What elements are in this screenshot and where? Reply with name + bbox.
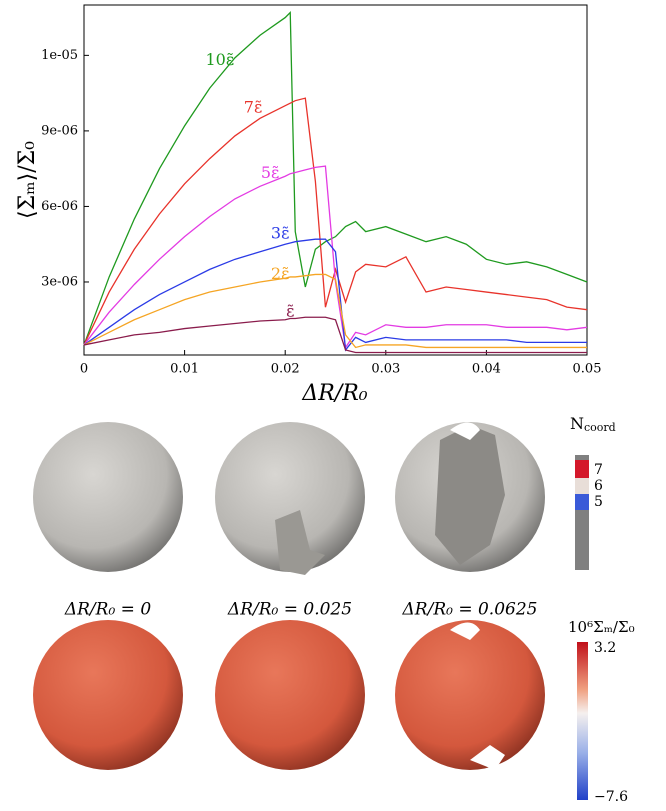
series-label: ε̃ (286, 302, 294, 321)
plot-frame (83, 4, 588, 356)
series-label: 7ε̃ (244, 98, 262, 117)
series-line (83, 11, 588, 346)
colorbar-tick: 7 (594, 462, 603, 478)
y-axis-label: ⟨Σₘ⟩/Σ₀ (15, 141, 40, 219)
x-tick-label: 0 (80, 362, 88, 377)
series-line (83, 316, 587, 354)
series-label: 3ε̃ (271, 224, 289, 243)
x-tick-label: 0.02 (271, 362, 300, 377)
caption: ΔR/R₀ = 0 (64, 600, 151, 620)
sphere (215, 620, 365, 770)
y-tick-label: 6e-06 (41, 199, 78, 214)
series-label: 2ε̃ (271, 264, 289, 283)
caption: ΔR/R₀ = 0.0625 (402, 600, 538, 620)
sphere (215, 422, 365, 572)
x-tick-label: 0.04 (472, 362, 501, 377)
sphere (395, 620, 545, 770)
series-line (83, 97, 588, 346)
colorbar-band (575, 494, 589, 510)
colorbar-band (575, 460, 589, 478)
colorbar-tick: −7.6 (594, 789, 628, 805)
y-tick-label: 1e-05 (41, 48, 78, 63)
colorbar-tick: 5 (594, 494, 603, 510)
series-line (83, 238, 587, 352)
defect-region (435, 425, 505, 565)
colorbar (577, 642, 588, 800)
series-label: 10ε̃ (205, 50, 234, 69)
colorbar-title: 10⁶Σₘ/Σ₀ (568, 618, 635, 636)
colorbar-tick: 6 (594, 478, 603, 494)
sphere-renders (33, 422, 545, 770)
x-axis-label: ΔR/R₀ (301, 381, 367, 406)
sphere (33, 422, 183, 572)
x-tick-label: 0.05 (573, 362, 602, 377)
series-line (83, 273, 587, 349)
colorbar-title: Ncoord (570, 414, 616, 435)
colorbar-tick: 3.2 (594, 640, 616, 656)
colorbar-band (575, 478, 589, 494)
hole (450, 622, 505, 770)
caption: ΔR/R₀ = 0.025 (227, 600, 352, 620)
sphere (33, 620, 183, 770)
x-tick-label: 0.03 (371, 362, 400, 377)
y-tick-label: 3e-06 (41, 274, 78, 289)
y-tick-label: 9e-06 (41, 123, 78, 138)
hole (450, 422, 480, 440)
series-label: 5ε̃ (261, 163, 279, 182)
x-tick-label: 0.01 (170, 362, 199, 377)
defect-region (275, 510, 325, 575)
